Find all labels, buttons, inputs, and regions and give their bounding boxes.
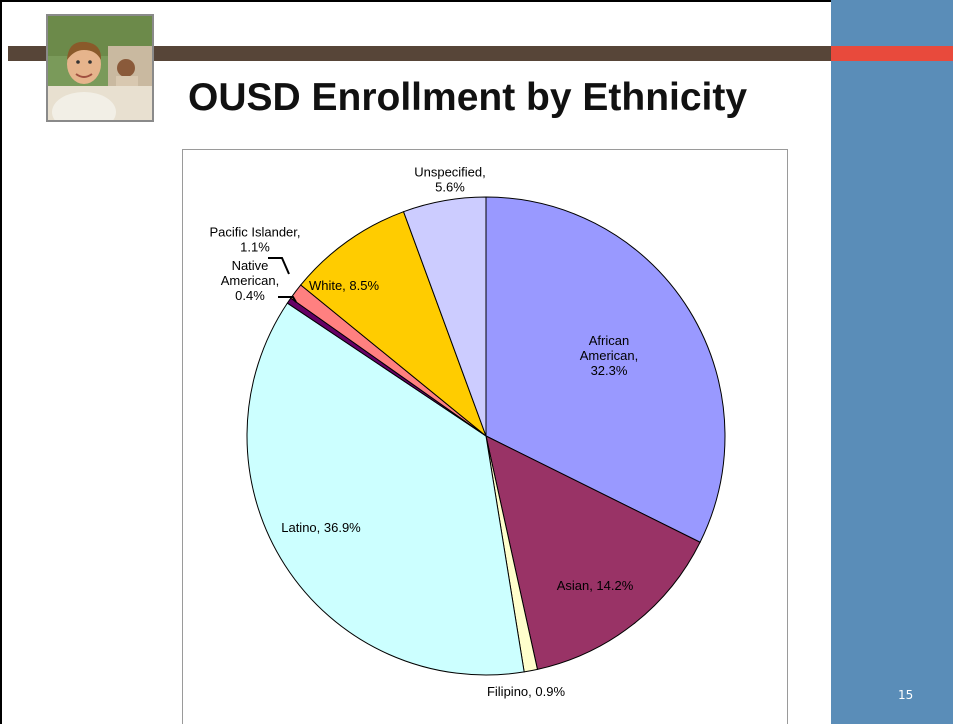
leader-line-pacific-islander xyxy=(268,257,290,275)
header-bar xyxy=(8,46,831,61)
pie-slice-asian xyxy=(485,435,701,670)
data-label-unspecified: Unspecified, 5.6% xyxy=(414,165,486,195)
pie-chart: African American, 32.3% Asian, 14.2% Filipin… xyxy=(209,165,726,699)
data-label-latino: Latino, 36.9% xyxy=(281,520,361,535)
slide-frame-top xyxy=(0,0,831,2)
side-panel xyxy=(831,0,953,724)
pie-slice-latino xyxy=(246,302,525,676)
pie-slice-white xyxy=(300,211,488,438)
student-photo xyxy=(46,14,154,122)
slide-title: OUSD Enrollment by Ethnicity xyxy=(188,76,748,119)
data-label-asian: Asian, 14.2% xyxy=(557,578,634,593)
data-label-pacific-islander: Pacific Islander, 1.1% xyxy=(209,225,300,255)
data-label-african-american: African American, 32.3% xyxy=(580,333,639,378)
data-label-native-american: Native American, 0.4% xyxy=(221,258,280,303)
page-number: 15 xyxy=(898,688,914,702)
data-label-white: White, 8.5% xyxy=(309,278,380,293)
accent-bar xyxy=(831,46,953,61)
leader-line-native-american xyxy=(278,296,297,303)
chart-container: African American, 32.3% Asian, 14.2% Filipin… xyxy=(182,149,788,724)
slide-frame-left xyxy=(0,0,2,724)
data-label-filipino: Filipino, 0.9% xyxy=(487,684,565,699)
pie-slice-african-american xyxy=(485,196,726,543)
pie-slice-unspecified xyxy=(402,196,487,437)
